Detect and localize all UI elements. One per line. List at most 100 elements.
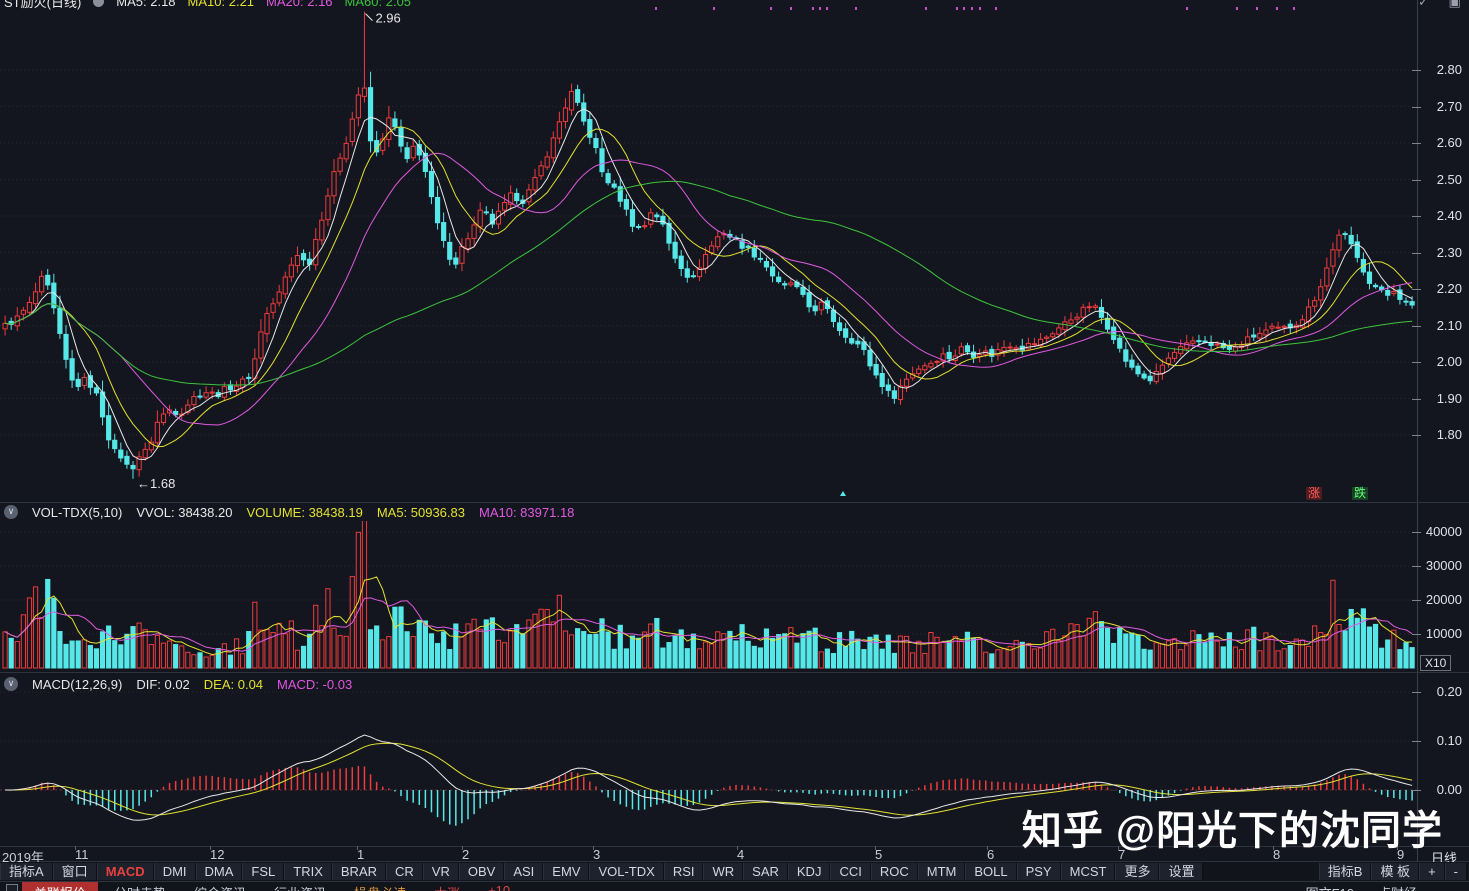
axis-tick xyxy=(1412,634,1421,635)
indicator-tab[interactable]: DMI xyxy=(153,863,196,880)
top-right-icons[interactable]: ✓ ▣ xyxy=(1418,0,1469,9)
collapse-chevron-icon[interactable]: ∨ xyxy=(4,677,18,691)
volume-axis-label: 40000 xyxy=(1425,524,1462,539)
indicator-tab[interactable]: - xyxy=(1444,863,1467,880)
bottom-tab[interactable]: 操盘必读 xyxy=(342,882,418,891)
macd-header-value: DEA: 0.04 xyxy=(203,676,264,692)
pane-separator xyxy=(0,846,1469,847)
indicator-tab[interactable]: EMV xyxy=(543,863,590,880)
macd-axis-label: 0.10 xyxy=(1436,733,1462,748)
timeline-month-label: 3 xyxy=(593,847,601,862)
indicator-tab[interactable]: TRIX xyxy=(284,863,332,880)
macd-pane[interactable] xyxy=(5,734,1413,826)
axis-tick xyxy=(1412,143,1421,144)
timeline-month-label: 1 xyxy=(357,847,365,862)
indicator-tab[interactable]: CCI xyxy=(830,863,871,880)
axis-tick xyxy=(1412,435,1421,436)
price-axis-label: 1.90 xyxy=(1436,390,1462,406)
alert-dot-icon xyxy=(819,7,821,10)
indicator-tab[interactable]: 窗口 xyxy=(52,863,97,880)
fall-button[interactable]: 跌 xyxy=(1352,486,1369,500)
volume-pane-header: ∨ VOL-TDX(5,10) VVOL: 38438.20 VOLUME: 384… xyxy=(4,504,574,520)
macd-axis-label: 0.20 xyxy=(1436,684,1462,699)
timeline-month-label: 12 xyxy=(210,847,225,862)
macd-pane-header: ∨ MACD(12,26,9) DIF: 0.02 DEA: 0.04 MACD: -… xyxy=(4,676,352,692)
macd-axis-label: 0.00 xyxy=(1436,782,1462,797)
stock-title: ST励火(日线) xyxy=(4,0,82,10)
volume-header-value: VOLUME: 38438.19 xyxy=(246,504,363,520)
volume-unit-badge: X10 xyxy=(1420,655,1452,671)
indicator-tab[interactable]: 设置 xyxy=(1159,863,1204,880)
indicator-tab[interactable]: BOLL xyxy=(965,863,1017,880)
indicator-tab[interactable]: + xyxy=(1419,863,1445,880)
price-axis-label: 2.40 xyxy=(1436,208,1462,223)
indicator-tab[interactable]: ASI xyxy=(504,863,544,880)
axis-tick xyxy=(1412,252,1421,254)
bottom-tab[interactable]: 行业资讯 xyxy=(262,882,338,891)
alert-dot-icon xyxy=(963,7,965,10)
bottom-tab[interactable]: 大涨 xyxy=(422,882,472,891)
axis-tick xyxy=(1412,692,1421,693)
indicator-tab[interactable]: RSI xyxy=(663,863,704,880)
axis-tick xyxy=(1412,325,1421,327)
indicator-tab[interactable]: VR xyxy=(422,863,459,880)
axis-tick xyxy=(1412,70,1421,71)
axis-tick xyxy=(1412,566,1421,567)
indicator-tab[interactable]: VOL-TDX xyxy=(589,863,664,880)
indicator-tab[interactable]: MTM xyxy=(917,863,966,880)
collapse-chevron-icon[interactable]: ∨ xyxy=(4,505,18,519)
axis-tick xyxy=(1412,179,1421,181)
indicator-tab[interactable]: MCST xyxy=(1060,863,1116,880)
alert-dot-icon xyxy=(655,7,657,10)
bottom-tab[interactable]: 综合资讯 xyxy=(182,882,258,891)
indicator-tab[interactable]: BRAR xyxy=(331,863,387,880)
volume-pane[interactable] xyxy=(2,520,1415,669)
watermark: 知乎 @阳光下的沈同学 xyxy=(1021,809,1443,853)
indicator-tab[interactable]: OBV xyxy=(458,863,505,880)
indicator-tab[interactable]: 模 板 xyxy=(1371,863,1420,880)
indicator-tab[interactable]: 指标B xyxy=(1318,863,1372,880)
alert-dot-icon xyxy=(1256,7,1258,10)
indicator-tab[interactable]: 更多 xyxy=(1115,863,1160,880)
indicator-tab[interactable]: DMA xyxy=(195,863,243,880)
price-axis-label: 2.20 xyxy=(1436,281,1462,296)
axis-tick xyxy=(1412,790,1421,791)
checkbox[interactable] xyxy=(6,884,18,891)
bottom-tab[interactable]: 点财经 xyxy=(1366,882,1429,891)
pane-separator xyxy=(0,502,1469,503)
indicator-tab[interactable]: FSL xyxy=(242,863,285,880)
event-marker-icon[interactable] xyxy=(840,491,846,496)
indicator-tab[interactable]: 指标A xyxy=(0,863,53,880)
indicator-tab[interactable]: PSY xyxy=(1016,863,1061,880)
price-axis-label: 1.80 xyxy=(1436,427,1462,442)
pane-separator xyxy=(0,881,1469,882)
indicator-tab[interactable]: KDJ xyxy=(787,863,831,880)
low-price-label: ←1.68 xyxy=(137,476,175,491)
alert-dot-icon xyxy=(995,7,997,10)
macd-header-value: MACD: -0.03 xyxy=(277,676,353,692)
axis-tick xyxy=(1412,398,1421,400)
bottom-tab[interactable]: 图文F10 xyxy=(1294,882,1366,891)
pane-separator xyxy=(0,672,1469,673)
indicator-dot-icon[interactable] xyxy=(93,0,105,7)
volume-axis-label: 20000 xyxy=(1425,592,1462,607)
bottom-tab[interactable]: 关联报价 xyxy=(22,882,99,891)
indicator-tab[interactable]: MACD xyxy=(96,863,154,880)
timeline-month-label: 8 xyxy=(1273,847,1281,862)
bottom-tab[interactable]: +10 xyxy=(488,883,511,891)
volume-header-value: VOL-TDX(5,10) xyxy=(32,504,123,520)
indicator-tab[interactable]: WR xyxy=(703,863,744,880)
chart-canvas[interactable]: 2.96 ←1.68 xyxy=(0,0,1469,846)
alert-dot-icon xyxy=(1186,7,1188,10)
ma-value-label: MA10: 2.21 xyxy=(187,0,255,9)
axis-tick xyxy=(1412,741,1421,742)
bottom-tab[interactable]: 分时走势 xyxy=(102,882,178,891)
price-axis-label: 2.50 xyxy=(1436,171,1462,187)
indicator-tab[interactable]: SAR xyxy=(743,863,788,880)
indicator-tab[interactable]: CR xyxy=(386,863,423,880)
price-pane[interactable]: 2.96 ←1.68 xyxy=(2,11,1415,491)
timeline-month-label: 7 xyxy=(1118,847,1126,862)
rise-button[interactable]: 涨 xyxy=(1306,486,1323,500)
indicator-tab[interactable]: ROC xyxy=(870,863,918,880)
